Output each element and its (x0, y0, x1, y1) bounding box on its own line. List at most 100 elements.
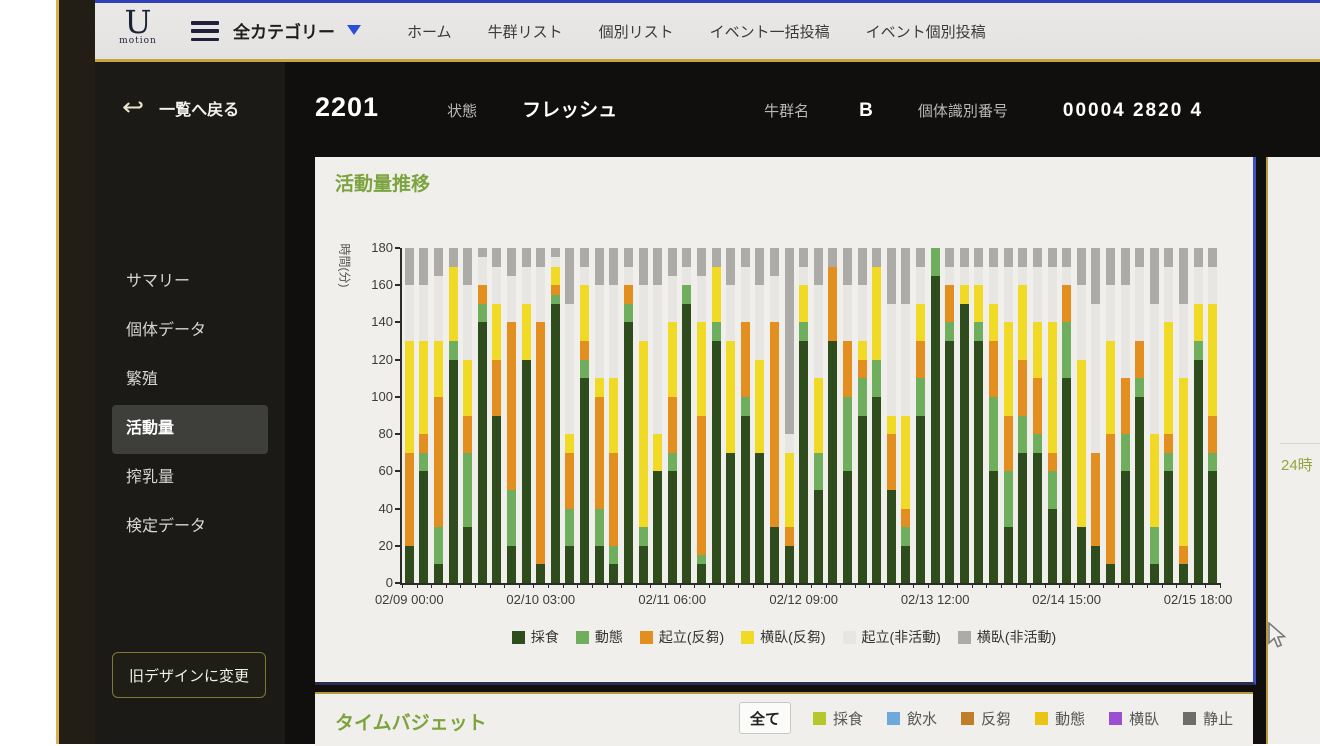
bar-segment (1091, 545, 1101, 583)
x-tick-mark (402, 583, 403, 588)
bar-segment (565, 545, 575, 583)
chart-plot-area: 02/09 00:00 02/10 03:00 02/11 06:00 02/12 0… (375, 248, 1232, 607)
bar-segment (623, 322, 633, 583)
hamburger-menu-icon[interactable] (191, 21, 219, 41)
bar-segment (550, 285, 560, 295)
x-tick-mark (445, 583, 447, 588)
x-tick-mark (796, 583, 798, 588)
y-tick-mark (395, 507, 400, 510)
bar-segment (609, 378, 619, 453)
bar-segment (1018, 359, 1028, 416)
bar-segment (404, 341, 414, 453)
bar-segment (843, 341, 853, 397)
category-dropdown-label[interactable]: 全カテゴリー (233, 23, 335, 42)
bar-segment (711, 322, 721, 342)
x-tick-mark (927, 583, 929, 588)
sidebar-menu: サマリー個体データ繁殖活動量搾乳量検定データ (95, 258, 285, 552)
bar-segment (1076, 527, 1086, 583)
nav-item-4[interactable]: イベント個別投稿 (865, 23, 986, 41)
x-tick-mark (562, 583, 564, 588)
bar-segment (419, 285, 429, 342)
window-top-edge (95, 0, 1320, 3)
bar-segment (1003, 266, 1013, 323)
bar-segment (843, 285, 853, 342)
bar-segment (1076, 359, 1086, 528)
sidebar-item-2[interactable]: 繁殖 (126, 371, 159, 388)
bar-segment (1193, 266, 1203, 304)
chart-legend-item-4[interactable]: 起立(非活動) (842, 627, 941, 647)
chart-legend-item-5[interactable]: 横臥(非活動) (957, 627, 1056, 647)
bar-segment (916, 378, 926, 416)
bar-segment (653, 471, 663, 583)
activity-chart-title: 活動量推移 (335, 174, 431, 195)
x-tick-mark (1132, 583, 1134, 588)
bar-segment (594, 248, 604, 286)
chart-legend-item-1[interactable]: 動態 (575, 627, 623, 647)
old-design-button[interactable]: 旧デザインに変更 (112, 652, 266, 698)
bar-segment (682, 285, 692, 304)
bar-segment (521, 266, 531, 304)
sidebar-item-1[interactable]: 個体データ (126, 322, 207, 339)
legend-label: 動態 (594, 629, 623, 645)
legend-label: 起立(非活動) (861, 629, 941, 645)
bar-segment (945, 285, 955, 323)
timebudget-legend-item-5[interactable]: 静止 (1183, 708, 1233, 729)
bar-segment (1120, 378, 1130, 435)
nav-item-3[interactable]: イベント一括投稿 (709, 23, 830, 41)
timebudget-legend-label: 採食 (833, 710, 864, 728)
bar-segment (404, 545, 414, 583)
bar-segment (989, 341, 999, 397)
y-tick-label: 80 (378, 426, 393, 442)
status-label: 状態 (447, 103, 478, 120)
sidebar-item-0[interactable]: サマリー (126, 273, 191, 290)
nav-item-0[interactable]: ホーム (407, 23, 452, 41)
bar-segment (1178, 303, 1188, 379)
back-to-list-button[interactable]: ↩ 一覧へ戻る (122, 96, 240, 120)
bar-segment (930, 275, 940, 583)
timebudget-swatch-icon (887, 711, 901, 725)
chevron-down-icon[interactable] (347, 25, 361, 35)
y-tick-mark (395, 321, 400, 324)
chart-legend-item-2[interactable]: 起立(反芻) (639, 627, 724, 647)
x-tick-mark (606, 583, 608, 588)
bar-segment (857, 378, 867, 416)
bar-segment (463, 248, 473, 286)
timebudget-legend-item-4[interactable]: 横臥 (1109, 708, 1159, 729)
timebudget-legend-item-1[interactable]: 飲水 (887, 708, 937, 729)
bar-segment (843, 248, 853, 286)
sidebar-item-5[interactable]: 検定データ (126, 518, 207, 535)
back-to-list-label: 一覧へ戻る (159, 102, 240, 119)
chart-legend-item-0[interactable]: 採食 (511, 627, 559, 647)
bar-segment (901, 248, 911, 304)
bar-segment (974, 266, 984, 286)
bar-segment (711, 266, 721, 323)
x-tick-mark (1161, 583, 1163, 588)
bar-segment (463, 415, 473, 453)
bar-segment (550, 257, 560, 267)
bar-segment (1120, 434, 1130, 472)
sidebar-item-4[interactable]: 搾乳量 (126, 469, 175, 486)
timebudget-legend-item-0[interactable]: 採食 (813, 708, 863, 729)
bar-segment (1062, 266, 1072, 286)
nav-item-1[interactable]: 牛群リスト (487, 23, 563, 41)
bar-segment (901, 415, 911, 509)
bar-segment (463, 359, 473, 416)
sidebar-item-3[interactable]: 活動量 (112, 405, 268, 454)
bar-segment (1018, 452, 1028, 583)
nav-item-2[interactable]: 個別リスト (598, 23, 674, 41)
bar-segment (1003, 415, 1013, 472)
bar-segment (726, 341, 736, 453)
all-filter-button[interactable]: 全て (739, 702, 792, 734)
bar-segment (784, 452, 794, 528)
timebudget-legend-item-2[interactable]: 反芻 (961, 708, 1011, 729)
timebudget-legend-item-3[interactable]: 動態 (1035, 708, 1085, 729)
timebudget-swatch-icon (1035, 711, 1049, 725)
bar-segment (1149, 303, 1159, 435)
bar-segment (916, 303, 926, 342)
x-tick-mark (971, 583, 973, 588)
chart-legend-item-3[interactable]: 横臥(反芻) (741, 627, 826, 647)
bar-segment (726, 452, 736, 583)
timebudget-legend-label: 横臥 (1129, 710, 1160, 728)
bar-segment (726, 248, 736, 286)
x-tick-mark (650, 583, 652, 588)
